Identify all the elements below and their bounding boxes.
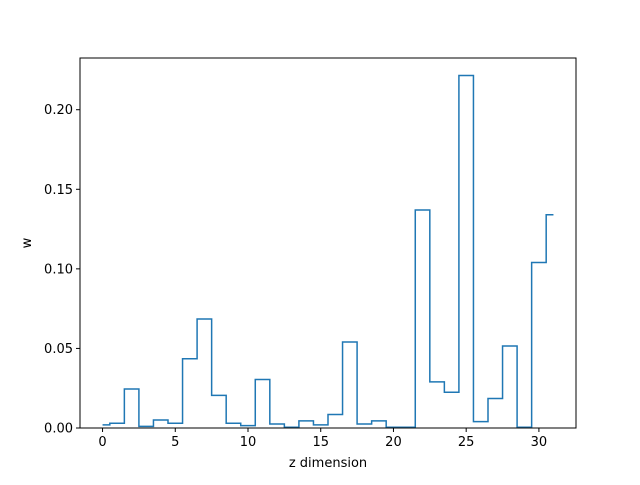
- x-tick-label: 15: [312, 435, 329, 450]
- x-tick-label: 5: [171, 435, 179, 450]
- axes-frame: [79, 57, 577, 429]
- x-axis-label: z dimension: [289, 456, 367, 471]
- x-tick-label: 0: [98, 435, 106, 450]
- y-tick-label: 0.15: [44, 183, 73, 198]
- y-tick-label: 0.05: [44, 342, 73, 357]
- data-series-line: [102, 74, 554, 428]
- x-tick-label: 10: [240, 435, 257, 450]
- y-axis-ticks: 0.00 0.05 0.10 0.15 0.20: [44, 103, 80, 437]
- y-tick-label: 0.10: [44, 262, 73, 277]
- x-tick-label: 20: [385, 435, 402, 450]
- y-tick-label: 0.00: [44, 422, 73, 437]
- plot-area: [102, 74, 554, 428]
- x-axis-ticks: 0 5 10 15 20 25 30: [98, 428, 547, 450]
- x-tick-label: 25: [458, 435, 475, 450]
- y-axis-label: w: [20, 237, 35, 248]
- x-tick-label: 30: [531, 435, 548, 450]
- y-tick-label: 0.20: [44, 103, 73, 118]
